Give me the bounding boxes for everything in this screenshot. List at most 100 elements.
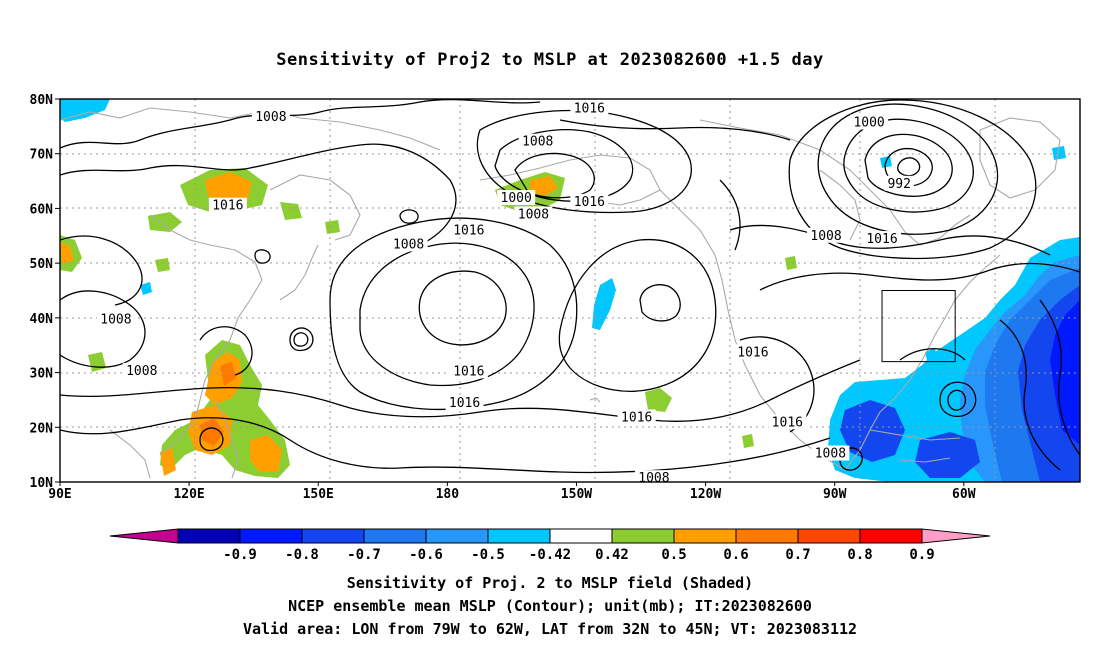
lat-label: 30N xyxy=(30,367,54,382)
shading-layer xyxy=(60,99,1080,482)
lon-label: 90E xyxy=(48,487,71,502)
colorbar-label: 0.6 xyxy=(723,547,748,563)
colorbar-label: 0.42 xyxy=(595,547,629,563)
map-figure: 1008101610081000100810161016101610081008… xyxy=(30,93,1081,563)
contour-label: 1008 xyxy=(126,364,157,379)
colorbar-label: 0.7 xyxy=(785,547,810,563)
contour-label: 1016 xyxy=(621,410,652,425)
colorbar-cell xyxy=(797,528,861,544)
lon-label: 120W xyxy=(690,487,721,502)
colorbar-label: -0.6 xyxy=(409,547,443,563)
colorbar-label: -0.9 xyxy=(223,547,257,563)
colorbar-label: 0.8 xyxy=(847,547,872,563)
colorbar-cell xyxy=(239,528,303,544)
colorbar-label: 0.5 xyxy=(661,547,686,563)
contour-label-bg xyxy=(208,197,247,213)
colorbar-cell xyxy=(611,528,675,544)
colorbar-label: -0.8 xyxy=(285,547,319,563)
lon-label: 120E xyxy=(173,487,204,502)
lat-label: 80N xyxy=(30,93,54,108)
contour-label-bg xyxy=(733,344,772,360)
shade-green-b xyxy=(280,202,302,220)
contour-label: 1016 xyxy=(449,396,480,411)
colorbar-min-triangle xyxy=(109,528,179,544)
shade-atlantic-darkest xyxy=(1050,300,1080,445)
contour-label-bg xyxy=(850,114,889,130)
contour-label: 1000 xyxy=(501,191,532,206)
contour-label: 1008 xyxy=(100,312,131,327)
contour-label-bg xyxy=(884,175,914,191)
lon-label: 180 xyxy=(436,487,460,502)
contour-label: 1016 xyxy=(574,101,605,116)
lat-label: 50N xyxy=(30,257,54,272)
shade-green-h xyxy=(325,220,340,234)
contour-label: 1000 xyxy=(853,116,884,131)
lat-label: 20N xyxy=(30,421,54,436)
contour-label-bg xyxy=(497,190,536,206)
contour-label-bg xyxy=(449,363,488,379)
page-title: Sensitivity of Proj2 to MSLP at 20230826… xyxy=(276,50,824,70)
colorbar-cell xyxy=(363,528,427,544)
contour-label: 1008 xyxy=(393,238,424,253)
colorbar-max-triangle xyxy=(921,528,991,544)
contour-label-bg xyxy=(122,362,161,378)
contour-label: 1008 xyxy=(255,110,286,125)
lat-label: 70N xyxy=(30,148,54,163)
contour-label-bg xyxy=(811,445,850,461)
contour-label-bg xyxy=(389,236,428,252)
lon-label: 150W xyxy=(561,487,592,502)
shade-caribbean-deep xyxy=(915,432,980,478)
colorbar-cell xyxy=(859,528,923,544)
valid-area-box xyxy=(881,290,956,363)
contour-labels: 1008101610081000100810161016101610081008… xyxy=(96,100,914,486)
shade-gulf-deep xyxy=(840,400,905,462)
shade-green-d xyxy=(155,258,170,272)
contour-label: 1008 xyxy=(638,471,669,486)
contour-label-bg xyxy=(96,311,135,327)
lat-label: 40N xyxy=(30,312,54,327)
shade-china-dark2 xyxy=(200,418,224,446)
colorbar-label: -0.42 xyxy=(529,547,571,563)
contour-label-bg xyxy=(518,133,557,149)
contour-label: 1016 xyxy=(574,195,605,210)
caption-valid-area: Valid area: LON from 79W to 62W, LAT fro… xyxy=(242,620,858,638)
colorbar-label: -0.5 xyxy=(471,547,505,563)
colorbar-cell xyxy=(487,528,551,544)
colorbar-cell xyxy=(549,528,613,544)
colorbar-cell xyxy=(673,528,737,544)
contour-label: 1016 xyxy=(212,199,243,214)
colorbar-cell xyxy=(177,528,241,544)
map-frame xyxy=(59,98,1081,483)
contour-label: 1008 xyxy=(522,135,553,150)
lat-label: 60N xyxy=(30,202,54,217)
shade-china-dark xyxy=(220,362,236,386)
contour-label-bg xyxy=(449,222,488,238)
colorbar-cell xyxy=(301,528,365,544)
shade-nw-cyan xyxy=(140,282,152,295)
coastline-layer xyxy=(60,107,1061,479)
contour-label: 1008 xyxy=(810,229,841,244)
contour-label-bg xyxy=(251,109,290,125)
shade-cyan-small xyxy=(925,348,937,360)
contour-label: 1016 xyxy=(772,415,803,430)
lon-label: 150E xyxy=(303,487,334,502)
colorbar-label: 0.9 xyxy=(909,547,934,563)
colorbar-cell xyxy=(425,528,489,544)
shade-greenland-cyan xyxy=(1052,146,1066,160)
lat-label: 10N xyxy=(30,476,54,491)
contour-label: 1016 xyxy=(453,364,484,379)
shade-china-orange4 xyxy=(160,448,176,476)
lon-label: 60W xyxy=(952,487,976,502)
contour-label: 1008 xyxy=(815,447,846,462)
contour-label-bg xyxy=(617,409,656,425)
contour-label-bg xyxy=(570,193,609,209)
contour-label: 992 xyxy=(887,177,910,192)
lat-labels: 80N 70N 60N 50N 40N 30N 20N 10N xyxy=(30,93,60,491)
shade-green-a xyxy=(148,212,182,232)
contour-label-bg xyxy=(445,395,484,411)
shade-west-orange-in xyxy=(60,242,74,264)
contour-label: 1008 xyxy=(518,207,549,222)
shade-pacific-cyan-1 xyxy=(592,278,616,330)
colorbar-label: -0.7 xyxy=(347,547,381,563)
contour-label-bg xyxy=(863,231,902,247)
